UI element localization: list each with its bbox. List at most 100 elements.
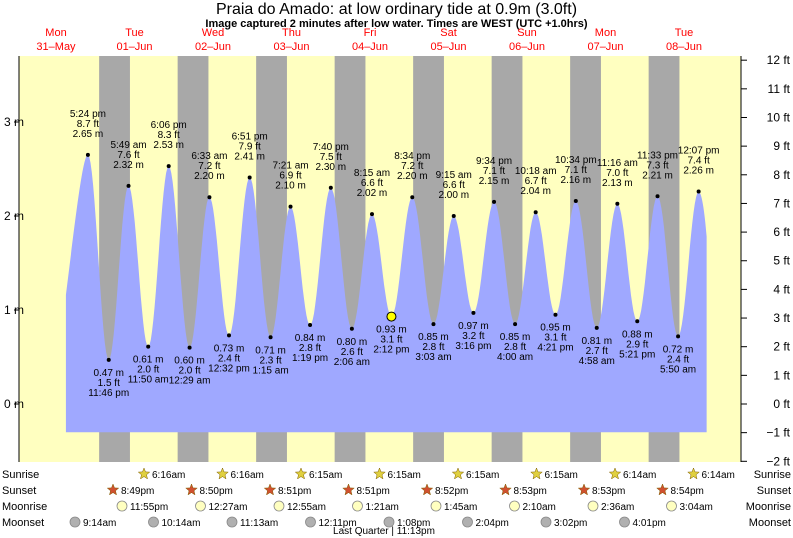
tide-extreme-label: 2.26 m bbox=[683, 166, 714, 177]
tide-extreme-dot bbox=[288, 204, 293, 209]
low-tide-marker: 0.84 m2.8 ft1:19 pm bbox=[292, 323, 328, 364]
tide-extreme-label: 0.85 m bbox=[418, 332, 449, 343]
tide-extreme-label: 7.9 ft bbox=[239, 141, 261, 152]
right-tick-label: 5 ft bbox=[773, 254, 790, 268]
star-icon bbox=[216, 467, 229, 480]
star-icon bbox=[185, 483, 198, 496]
right-tick-label: 8 ft bbox=[773, 168, 790, 182]
tide-extreme-label: 2.8 ft bbox=[299, 343, 321, 354]
tide-extreme-label: 2.04 m bbox=[520, 186, 551, 197]
day-name-label: Sat bbox=[440, 27, 457, 39]
moon-phase-label: Last Quarter | 11:13pm bbox=[333, 526, 435, 537]
right-tick-label: −1 ft bbox=[766, 426, 790, 440]
tide-extreme-label: 0.80 m bbox=[337, 337, 368, 348]
tide-extreme-label: 2.8 ft bbox=[504, 342, 526, 353]
tide-extreme-label: 5:50 am bbox=[660, 364, 696, 375]
tide-extreme-label: 3:03 am bbox=[415, 352, 451, 363]
moonset-icon bbox=[226, 516, 238, 528]
tide-extreme-label: 9:15 am bbox=[436, 170, 472, 181]
almanac-row-label-right: Moonset bbox=[749, 517, 791, 529]
moonrise-entry: 2:10am bbox=[509, 500, 556, 513]
tide-extreme-label: 7.4 ft bbox=[688, 156, 710, 167]
tide-extreme-dot bbox=[328, 185, 333, 190]
tide-extreme-label: 6.6 ft bbox=[361, 178, 383, 189]
tide-extreme-dot bbox=[533, 210, 538, 215]
tide-extreme-label: 6:51 pm bbox=[232, 131, 268, 142]
moonrise-entry: 3:04am bbox=[666, 500, 713, 513]
sunset-time: 8:53pm bbox=[592, 486, 625, 497]
right-tick-label: 11 ft bbox=[768, 82, 791, 96]
tide-extreme-label: 3.1 ft bbox=[380, 335, 402, 346]
tide-extreme-label: 12:07 pm bbox=[678, 146, 720, 157]
tide-extreme-label: 7.1 ft bbox=[483, 166, 505, 177]
tide-extreme-label: 7:40 pm bbox=[313, 142, 349, 153]
tide-extreme-label: 2.65 m bbox=[73, 129, 104, 140]
tide-extreme-dot bbox=[513, 322, 518, 327]
moonrise-icon bbox=[666, 500, 677, 512]
tide-extreme-dot bbox=[471, 310, 476, 315]
tide-extreme-dot bbox=[85, 152, 90, 157]
tide-extreme-dot bbox=[146, 344, 151, 349]
star-icon bbox=[499, 483, 512, 496]
tide-extreme-label: 6:33 am bbox=[191, 151, 227, 162]
tide-extreme-label: 2:12 pm bbox=[373, 345, 409, 356]
moonrise-time: 3:04am bbox=[680, 502, 713, 513]
moonrise-time: 2:10am bbox=[523, 502, 556, 513]
tide-extreme-label: 1.5 ft bbox=[98, 378, 120, 389]
sunrise-entry: 6:16am bbox=[137, 467, 185, 481]
left-axis-meters: 0 m 1 m 2 m 3 m bbox=[4, 56, 24, 462]
tide-extreme-label: 0.61 m bbox=[133, 355, 164, 366]
left-tick-label: 0 m bbox=[4, 397, 24, 411]
tide-extreme-label: 5:21 pm bbox=[619, 349, 655, 360]
tide-extreme-label: 0.93 m bbox=[376, 325, 407, 336]
day-name-label: Tue bbox=[125, 27, 144, 39]
tide-extreme-dot bbox=[635, 319, 640, 324]
day-date-label: 06–Jun bbox=[509, 41, 545, 53]
tide-extreme-dot bbox=[553, 312, 558, 317]
tide-extreme-dot bbox=[431, 322, 436, 327]
high-tide-marker: 8:15 am6.6 ft2.02 m bbox=[354, 168, 390, 217]
low-tide-marker: 0.88 m2.9 ft5:21 pm bbox=[619, 319, 655, 360]
high-tide-marker: 6:33 am7.2 ft2.20 m bbox=[191, 151, 227, 200]
tide-extreme-label: 0.47 m bbox=[93, 368, 124, 379]
high-tide-marker: 7:21 am6.9 ft2.10 m bbox=[272, 161, 309, 209]
tide-extreme-label: 10:18 am bbox=[515, 166, 557, 177]
star-icon bbox=[577, 483, 591, 496]
moonrise-time: 12:27am bbox=[209, 502, 248, 513]
tide-extreme-label: 2.21 m bbox=[642, 170, 673, 181]
tide-extreme-label: 2.0 ft bbox=[178, 366, 200, 377]
sunrise-entry: 6:15am bbox=[373, 467, 421, 481]
tide-extreme-label: 1:15 am bbox=[253, 365, 289, 376]
day-name-label: Fri bbox=[364, 27, 377, 39]
sunrise-entry: 6:14am bbox=[687, 467, 735, 481]
moonrise-time: 2:36am bbox=[601, 502, 634, 513]
moonset-icon bbox=[383, 516, 395, 528]
moonrise-entry: 12:27am bbox=[195, 500, 248, 513]
tide-extreme-dot bbox=[106, 357, 111, 362]
moonset-time: 10:14am bbox=[162, 518, 201, 529]
moonset-icon bbox=[148, 516, 159, 528]
star-icon bbox=[656, 483, 669, 496]
tide-extreme-label: 10:34 pm bbox=[555, 155, 597, 166]
low-tide-marker: 0.85 m2.8 ft4:00 am bbox=[497, 322, 533, 363]
moonrise-entry: 1:45am bbox=[430, 500, 477, 513]
sunrise-time: 6:14am bbox=[623, 470, 656, 481]
high-tide-marker: 9:34 pm7.1 ft2.15 m bbox=[476, 156, 512, 204]
left-tick-label: 2 m bbox=[4, 209, 24, 223]
tide-extreme-label: 3.2 ft bbox=[462, 331, 484, 342]
star-icon bbox=[608, 467, 622, 480]
moonset-icon bbox=[305, 516, 316, 528]
right-tick-label: 12 ft bbox=[767, 53, 791, 67]
tide-extreme-label: 11:50 am bbox=[128, 375, 169, 386]
moonset-entry: 12:11pm bbox=[305, 516, 357, 529]
sunrise-time: 6:16am bbox=[231, 470, 264, 481]
sunrise-time: 6:16am bbox=[152, 470, 185, 481]
sunrise-entry: 6:14am bbox=[608, 467, 656, 481]
tide-extreme-label: 0.84 m bbox=[295, 333, 326, 344]
tide-extreme-label: 2.0 ft bbox=[137, 365, 159, 376]
tide-extreme-label: 4:21 pm bbox=[537, 343, 573, 354]
tide-extreme-label: 8.7 ft bbox=[77, 119, 99, 130]
tide-extreme-label: 4:58 am bbox=[579, 356, 615, 367]
tide-extreme-label: 2:06 am bbox=[334, 357, 370, 368]
sunset-entry: 8:53pm bbox=[499, 483, 547, 497]
